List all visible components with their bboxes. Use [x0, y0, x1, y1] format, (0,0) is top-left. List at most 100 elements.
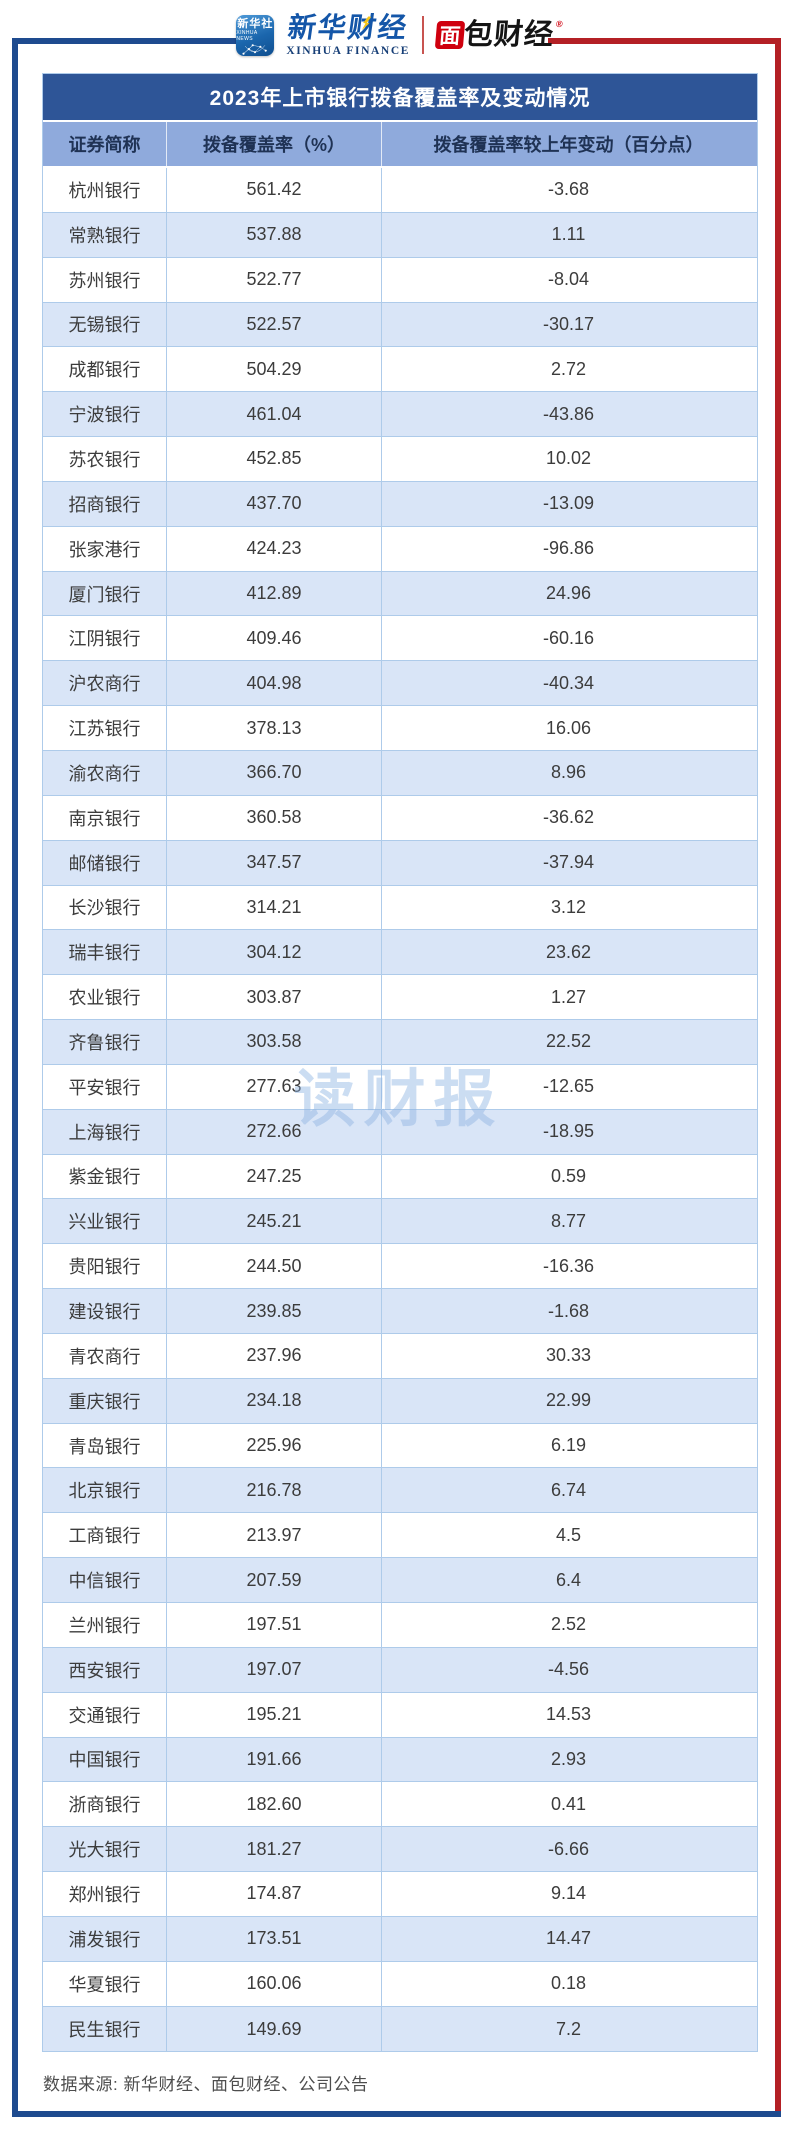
table-row: 浦发银行 173.51 14.47 — [43, 1916, 757, 1962]
table-row: 建设银行 239.85 -1.68 — [43, 1289, 757, 1334]
coverage-ratio-cell: 360.58 — [167, 795, 382, 840]
table-row: 齐鲁银行 303.58 22.52 — [43, 1020, 757, 1065]
coverage-ratio-cell: 366.70 — [167, 750, 382, 795]
table-row: 紫金银行 247.25 0.59 — [43, 1154, 757, 1200]
network-globe-icon — [242, 43, 268, 55]
yoy-change-cell: -18.95 — [542, 1121, 595, 1142]
bank-name-cell: 齐鲁银行 — [43, 1020, 167, 1064]
header-logo-strip: 新华社 XINHUA NEWS 新华财经 XINHUA FINANCE 面 包财… — [0, 10, 797, 60]
coverage-ratio-cell: 404.98 — [167, 661, 382, 706]
table-row: 平安银行 277.63 -12.65 — [43, 1064, 757, 1110]
yoy-change-cell: 4.5 — [555, 1524, 582, 1545]
bank-name-cell: 华夏银行 — [43, 1961, 167, 2006]
yoy-change-cell: -37.94 — [542, 852, 595, 873]
yoy-change-cell: 2.93 — [550, 1748, 587, 1769]
bread-finance-logo: 面 包财经 ® — [434, 19, 563, 51]
yoy-change-cell: -43.86 — [542, 403, 595, 424]
coverage-ratio-cell: 245.21 — [167, 1199, 382, 1244]
yoy-change-cell: 3.12 — [550, 896, 587, 917]
coverage-ratio-cell: 182.60 — [167, 1782, 382, 1827]
bank-name-cell: 瑞丰银行 — [43, 930, 167, 975]
coverage-ratio-cell: 207.59 — [167, 1558, 382, 1602]
bank-name-cell: 平安银行 — [43, 1064, 167, 1109]
yoy-change-cell: -36.62 — [542, 807, 595, 828]
column-header-yoy-change: 拨备覆盖率较上年变动（百分点） — [433, 135, 704, 155]
coverage-ratio-cell: 225.96 — [167, 1423, 382, 1468]
coverage-ratio-cell: 378.13 — [167, 706, 382, 750]
bread-finance-text: 包财经 — [462, 19, 556, 51]
bank-name-cell: 北京银行 — [43, 1468, 167, 1513]
yoy-change-cell: 22.99 — [545, 1390, 592, 1411]
yoy-change-cell: 24.96 — [545, 583, 592, 604]
bank-name-cell: 中信银行 — [43, 1558, 167, 1602]
bank-name-cell: 兴业银行 — [43, 1199, 167, 1244]
table-row: 浙商银行 182.60 0.41 — [43, 1782, 757, 1828]
table-row: 兴业银行 245.21 8.77 — [43, 1199, 757, 1245]
coverage-ratio-cell: 272.66 — [167, 1109, 382, 1154]
yoy-change-cell: -3.68 — [547, 179, 590, 200]
logo-divider — [422, 16, 424, 54]
yoy-change-cell: -40.34 — [542, 672, 595, 693]
column-header-coverage-ratio: 拨备覆盖率（%） — [167, 122, 382, 166]
yoy-change-cell: 14.47 — [545, 1928, 592, 1949]
table-row: 农业银行 303.87 1.27 — [43, 975, 757, 1021]
bank-name-cell: 贵阳银行 — [43, 1244, 167, 1289]
yoy-change-cell: 8.96 — [550, 762, 587, 783]
coverage-ratio-cell: 304.12 — [167, 930, 382, 975]
yoy-change-cell: -16.36 — [542, 1255, 595, 1276]
table-row: 瑞丰银行 304.12 23.62 — [43, 930, 757, 976]
bank-name-cell: 浙商银行 — [43, 1782, 167, 1827]
bank-name-cell: 沪农商行 — [43, 661, 167, 706]
table-row: 邮储银行 347.57 -37.94 — [43, 840, 757, 886]
yoy-change-cell: 1.27 — [550, 986, 587, 1007]
table-row: 南京银行 360.58 -36.62 — [43, 795, 757, 841]
yoy-change-cell: 6.74 — [550, 1479, 587, 1500]
table-title: 2023年上市银行拨备覆盖率及变动情况 — [43, 74, 757, 122]
bank-name-cell: 民生银行 — [43, 2006, 167, 2052]
xinhua-news-app-label: 新华社 — [237, 17, 274, 30]
yoy-change-cell: 6.19 — [550, 1435, 587, 1456]
coverage-ratio-cell: 197.51 — [167, 1603, 382, 1647]
xinhua-finance-logo: 新华财经 XINHUA FINANCE — [286, 12, 410, 57]
bank-name-cell: 苏州银行 — [43, 257, 167, 302]
yoy-change-cell: 10.02 — [545, 448, 592, 469]
yoy-change-cell: 9.14 — [550, 1883, 587, 1904]
coverage-ratio-cell: 195.21 — [167, 1692, 382, 1737]
bank-name-cell: 宁波银行 — [43, 392, 167, 437]
coverage-ratio-cell: 244.50 — [167, 1244, 382, 1289]
bank-name-cell: 长沙银行 — [43, 885, 167, 930]
coverage-ratio-cell: 303.87 — [167, 975, 382, 1020]
coverage-ratio-cell: 234.18 — [167, 1378, 382, 1423]
yoy-change-cell: 30.33 — [545, 1345, 592, 1366]
bank-name-cell: 交通银行 — [43, 1692, 167, 1737]
yoy-change-cell: 7.2 — [555, 2018, 582, 2039]
yoy-change-cell: -60.16 — [542, 627, 595, 648]
yoy-change-cell: 1.11 — [551, 224, 586, 245]
bank-name-cell: 无锡银行 — [43, 302, 167, 347]
bank-name-cell: 上海银行 — [43, 1109, 167, 1154]
table-row: 苏农银行 452.85 10.02 — [43, 437, 757, 482]
yoy-change-cell: -30.17 — [542, 313, 595, 334]
coverage-ratio-cell: 561.42 — [167, 168, 382, 212]
yoy-change-cell: 0.18 — [550, 1973, 587, 1994]
table-row: 宁波银行 461.04 -43.86 — [43, 392, 757, 438]
table-row: 民生银行 149.69 7.2 — [43, 2006, 757, 2052]
bank-name-cell: 农业银行 — [43, 975, 167, 1020]
bank-name-cell: 重庆银行 — [43, 1378, 167, 1423]
yoy-change-cell: 16.06 — [545, 717, 592, 738]
yoy-change-cell: 14.53 — [545, 1704, 592, 1725]
coverage-ratio-cell: 277.63 — [167, 1064, 382, 1109]
bank-name-cell: 江苏银行 — [43, 706, 167, 750]
coverage-ratio-cell: 191.66 — [167, 1737, 382, 1782]
yoy-change-cell: 2.72 — [550, 358, 587, 379]
data-source-note: 数据来源: 新华财经、面包财经、公司公告 — [43, 2075, 369, 2094]
bank-name-cell: 苏农银行 — [43, 437, 167, 481]
table-row: 中信银行 207.59 6.4 — [43, 1558, 757, 1603]
bank-name-cell: 建设银行 — [43, 1289, 167, 1333]
coverage-ratio-cell: 216.78 — [167, 1468, 382, 1513]
yoy-change-cell: 2.52 — [550, 1614, 587, 1635]
xinhua-news-app-icon: 新华社 XINHUA NEWS — [236, 14, 275, 56]
bank-name-cell: 光大银行 — [43, 1827, 167, 1872]
table-row: 工商银行 213.97 4.5 — [43, 1513, 757, 1559]
table-row: 成都银行 504.29 2.72 — [43, 347, 757, 393]
